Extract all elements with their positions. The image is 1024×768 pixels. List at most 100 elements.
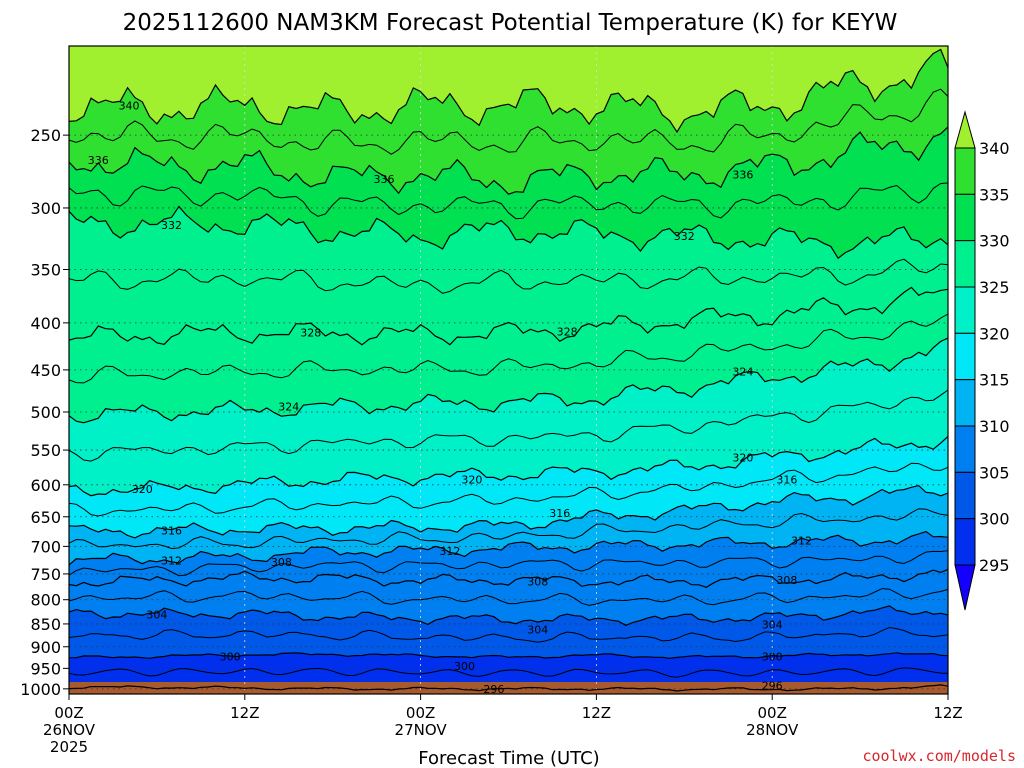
contour-label: 304 [146,608,167,621]
credit-text: coolwx.com/models [862,747,1016,765]
contour-label-text: 296 [483,683,504,696]
contour-label-text: 320 [461,473,482,486]
contour-label: 300 [454,660,475,673]
y-tick-label: 750 [30,565,61,584]
y-tick-label: 450 [30,361,61,380]
contour-label-text: 308 [527,575,548,588]
colorbar-box [954,147,976,195]
contour-label: 308 [776,574,797,587]
y-tick-label: 300 [30,199,61,218]
contour-label-text: 312 [439,545,460,558]
colorbar-box [954,379,976,427]
contour-label: 320 [732,451,753,464]
y-tick-label: 400 [30,314,61,333]
colorbar-box [954,518,976,566]
isentrope-mid-320 [68,389,949,462]
contour-label: 320 [461,473,482,486]
contour-label-text: 300 [762,650,783,663]
contour-label-text: 316 [776,473,797,486]
contour-label: 324 [278,400,299,413]
isentrope-mid-312 [68,508,949,550]
contour-label: 308 [271,556,292,569]
colorbar-label: 305 [979,463,1010,482]
y-tick-label: 600 [30,476,61,495]
isentrope-mid-332 [68,182,949,220]
contour-label-text: 328 [557,326,578,339]
contour-label: 336 [732,169,753,182]
contour-label-text: 328 [300,327,321,340]
fill-band-328 [69,206,948,345]
contour-label-text: 308 [776,574,797,587]
contour-label: 320 [132,483,153,496]
contour-label-text: 312 [161,554,182,567]
colorbar-box [954,471,976,520]
fill-band-336 [69,49,948,195]
y-tick-label: 700 [30,537,61,556]
fill-band-312 [69,485,948,565]
contour-label-text: 300 [454,660,475,673]
contour-label: 312 [161,554,182,567]
fill-band-324 [69,287,948,423]
fill-band-340 [69,46,948,132]
colorbar-label: 295 [979,556,1010,575]
contour-label-text: 296 [762,680,783,693]
isentrope-328 [68,286,949,346]
contour-label-text: 312 [791,535,812,548]
colorbar: 295 300 305 310 315 320 325 330 335 340 [954,110,1010,611]
contour-label: 332 [674,230,695,243]
contour-label: 340 [119,99,140,112]
x-tick-label: 2025 [50,738,88,756]
theta-fill-bands [69,46,948,694]
isentrope-324 [68,337,949,424]
contour-label: 336 [88,154,109,167]
contour-label-text: 324 [278,400,299,413]
x-axis-title: Forecast Time (UTC) [418,748,599,768]
fill-band-308 [69,531,948,588]
isentrope-contours [68,48,949,692]
colorbar-label: 300 [979,510,1010,529]
isentrope-mid-304 [68,588,949,606]
contour-label-text: 300 [220,650,241,663]
isentrope-312 [68,530,949,566]
y-tick-label: 850 [30,615,61,634]
contour-label: 332 [161,219,182,232]
contour-label: 316 [776,473,797,486]
y-tick-label: 1000 [20,680,61,699]
x-tick-label: 28NOV [746,721,799,739]
isentrope-mid-336 [68,88,949,155]
y-axis: 250 300 350 400 450 500 550 600 650 700 750 800 850 9… [20,126,69,699]
y-tick-label: 500 [30,403,61,422]
contour-label-text: 332 [161,219,182,232]
colorbar-label: 325 [979,278,1010,297]
isentrope-320 [68,435,949,497]
contour-labels: 340 336 336 336 332 332 328 328 324 324 320 320 320 3… [88,99,812,696]
contour-label-text: 304 [146,608,167,621]
colorbar-label: 340 [979,139,1010,158]
isentrope-mid-328 [68,258,949,294]
isentrope-304 [68,605,949,626]
isentrope-mid-316 [68,462,949,517]
contour-label-text: 304 [527,624,548,637]
y-tick-label: 950 [30,659,61,678]
contour-label-text: 320 [132,483,153,496]
contour-label: 324 [732,366,753,379]
contour-label: 336 [373,173,394,186]
fill-band-316 [69,436,948,538]
contour-label-text: 336 [732,169,753,182]
colorbar-label: 335 [979,185,1010,204]
colorbar-box [954,425,976,473]
contour-label: 304 [762,618,783,631]
colorbar-box [954,332,976,381]
contour-label-text: 332 [674,230,695,243]
contour-label-text: 324 [732,366,753,379]
x-tick-label: 00Z [758,704,787,722]
colorbar-label: 310 [979,417,1010,436]
isentrope-mid-300 [68,626,949,643]
colorbar-box [954,193,976,242]
isentrope-mid-308 [68,550,949,577]
contour-label: 300 [762,650,783,663]
colorbar-label: 320 [979,324,1010,343]
contour-label-text: 336 [88,154,109,167]
fill-band-304 [69,569,948,626]
